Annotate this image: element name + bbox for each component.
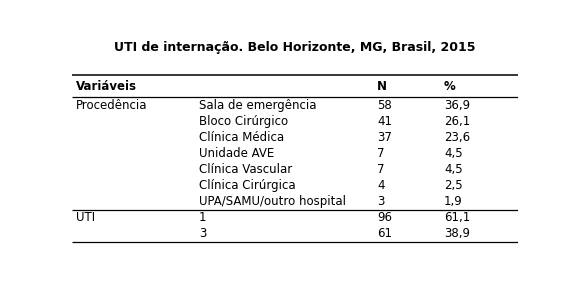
Text: 96: 96 (377, 211, 392, 224)
Text: 36,9: 36,9 (444, 99, 470, 112)
Text: 38,9: 38,9 (444, 227, 470, 240)
Text: 61,1: 61,1 (444, 211, 470, 224)
Text: 7: 7 (377, 147, 385, 160)
Text: 3: 3 (199, 227, 206, 240)
Text: 23,6: 23,6 (444, 131, 470, 144)
Text: Variáveis: Variáveis (76, 80, 137, 93)
Text: N: N (377, 80, 387, 93)
Text: 7: 7 (377, 163, 385, 176)
Text: %: % (444, 80, 456, 93)
Text: 2,5: 2,5 (444, 179, 463, 192)
Text: 4,5: 4,5 (444, 163, 463, 176)
Text: Sala de emergência: Sala de emergência (199, 99, 316, 112)
Text: Clínica Vascular: Clínica Vascular (199, 163, 292, 176)
Text: 61: 61 (377, 227, 392, 240)
Text: Procedência: Procedência (76, 99, 148, 112)
Text: Clínica Médica: Clínica Médica (199, 131, 284, 144)
Text: 37: 37 (377, 131, 392, 144)
Text: 4: 4 (377, 179, 385, 192)
Text: UTI de internação. Belo Horizonte, MG, Brasil, 2015: UTI de internação. Belo Horizonte, MG, B… (114, 41, 476, 55)
Text: 1: 1 (199, 211, 206, 224)
Text: Clínica Cirúrgica: Clínica Cirúrgica (199, 179, 296, 192)
Text: UPA/SAMU/outro hospital: UPA/SAMU/outro hospital (199, 195, 346, 208)
Text: Bloco Cirúrgico: Bloco Cirúrgico (199, 115, 288, 128)
Text: 4,5: 4,5 (444, 147, 463, 160)
Text: Unidade AVE: Unidade AVE (199, 147, 274, 160)
Text: 41: 41 (377, 115, 392, 128)
Text: 1,9: 1,9 (444, 195, 463, 208)
Text: 58: 58 (377, 99, 392, 112)
Text: 26,1: 26,1 (444, 115, 470, 128)
Text: 3: 3 (377, 195, 385, 208)
Text: UTI: UTI (76, 211, 95, 224)
